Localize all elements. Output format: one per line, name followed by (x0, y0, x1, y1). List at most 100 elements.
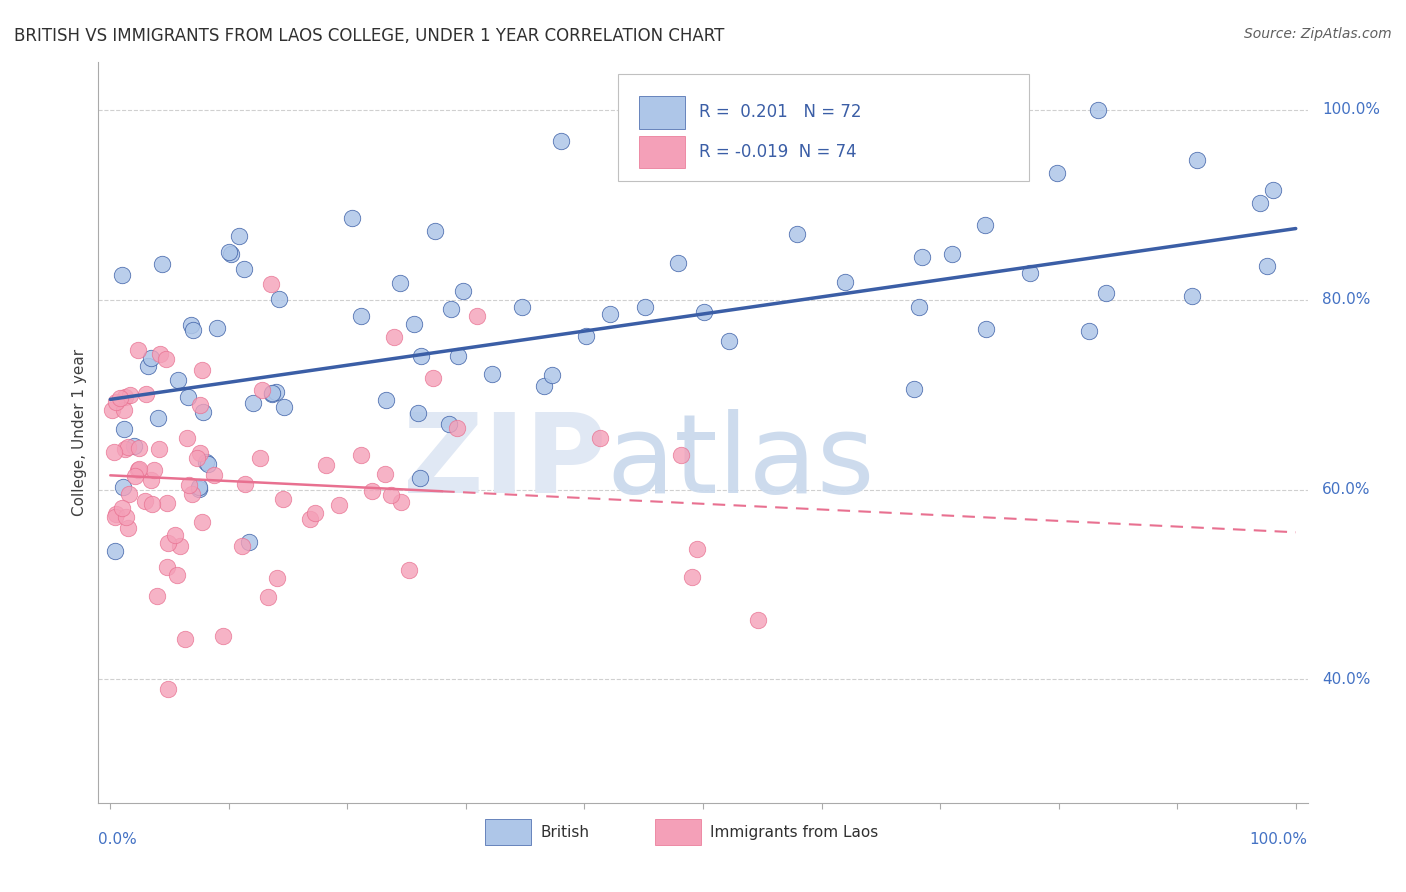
Text: BRITISH VS IMMIGRANTS FROM LAOS COLLEGE, UNDER 1 YEAR CORRELATION CHART: BRITISH VS IMMIGRANTS FROM LAOS COLLEGE,… (14, 27, 724, 45)
Point (188, 480, 211, 494)
Point (671, 449, 693, 463)
Bar (638, 136, 685, 169)
Point (127, 463, 149, 477)
Point (127, 343, 149, 358)
Point (101, 402, 124, 417)
Point (112, 480, 135, 494)
Point (681, 569, 703, 583)
Point (406, 406, 429, 420)
Point (212, 629, 235, 643)
Point (903, 382, 925, 396)
Point (233, 477, 256, 491)
Point (180, 318, 202, 332)
Point (374, 467, 396, 482)
Point (260, 387, 283, 401)
Point (437, 417, 460, 432)
Point (540, 368, 562, 382)
Point (510, 300, 533, 314)
Point (422, 370, 444, 384)
Point (124, 469, 146, 483)
Point (398, 563, 420, 577)
Point (264, 384, 287, 399)
Point (218, 244, 240, 259)
Point (1087, 103, 1109, 117)
Bar (655, 819, 700, 845)
Point (1261, 183, 1284, 197)
Text: 40.0%: 40.0% (1322, 672, 1371, 687)
Point (550, 134, 572, 148)
Point (447, 349, 470, 363)
Text: 100.0%: 100.0% (1250, 832, 1308, 847)
Point (389, 495, 412, 509)
Point (575, 328, 598, 343)
Point (173, 632, 195, 647)
Text: 100.0%: 100.0% (1322, 103, 1381, 118)
Point (117, 521, 139, 535)
Point (238, 535, 260, 549)
Point (191, 363, 214, 377)
Text: R =  0.201   N = 72: R = 0.201 N = 72 (699, 103, 862, 121)
Point (157, 682, 180, 697)
Point (105, 394, 128, 409)
Text: ZIP: ZIP (404, 409, 606, 516)
Point (1181, 289, 1204, 303)
Text: 0.0%: 0.0% (98, 832, 138, 847)
Point (1019, 266, 1042, 280)
Point (747, 613, 769, 627)
Point (257, 590, 280, 604)
Point (181, 487, 204, 501)
Point (136, 359, 159, 373)
Point (315, 458, 337, 472)
Point (588, 431, 610, 445)
Point (104, 508, 127, 522)
Y-axis label: College, Under 1 year: College, Under 1 year (72, 349, 87, 516)
Point (141, 473, 163, 487)
Point (423, 224, 446, 238)
Point (908, 301, 931, 315)
Point (1078, 324, 1101, 338)
Point (112, 402, 135, 417)
Point (973, 218, 995, 232)
Point (342, 211, 364, 225)
Point (146, 411, 169, 425)
Point (108, 391, 131, 405)
Point (388, 277, 411, 291)
Point (142, 463, 165, 477)
Point (104, 510, 127, 524)
Point (718, 334, 741, 348)
Point (250, 384, 273, 398)
Point (446, 421, 468, 435)
Point (260, 277, 283, 292)
Point (232, 262, 254, 277)
Point (402, 317, 425, 331)
Point (1256, 259, 1278, 273)
Point (120, 388, 142, 402)
Point (156, 536, 179, 550)
Text: British: British (541, 825, 591, 840)
Point (118, 487, 141, 501)
Text: Source: ZipAtlas.com: Source: ZipAtlas.com (1244, 27, 1392, 41)
Text: atlas: atlas (606, 409, 875, 516)
Point (148, 442, 170, 456)
Point (249, 451, 271, 466)
Point (188, 482, 211, 496)
Point (219, 247, 242, 261)
Point (190, 398, 212, 412)
Point (269, 292, 291, 306)
Point (375, 392, 398, 407)
Point (179, 478, 201, 492)
Point (155, 351, 177, 366)
Point (188, 446, 211, 460)
Text: Immigrants from Laos: Immigrants from Laos (710, 825, 879, 840)
Point (273, 400, 295, 414)
Point (128, 462, 150, 476)
Point (451, 284, 474, 298)
Point (167, 373, 190, 387)
Point (666, 256, 689, 270)
Point (481, 367, 503, 381)
Point (273, 492, 295, 507)
Point (146, 589, 169, 603)
Point (634, 300, 657, 314)
Point (135, 387, 157, 401)
Point (328, 498, 350, 512)
